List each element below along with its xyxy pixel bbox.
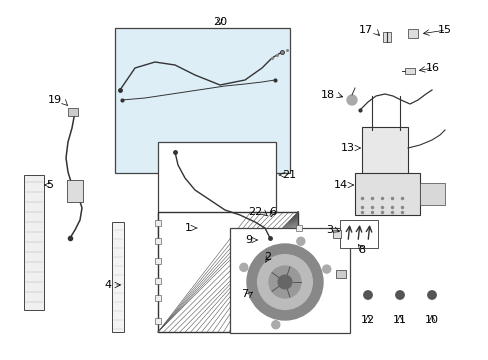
- Bar: [155, 278, 161, 284]
- Text: 2: 2: [264, 252, 271, 262]
- Text: 6: 6: [269, 207, 276, 217]
- Bar: [407, 29, 417, 38]
- Bar: [67, 180, 83, 202]
- Text: 9: 9: [244, 235, 251, 245]
- Text: 7: 7: [241, 289, 247, 299]
- Bar: [155, 318, 161, 324]
- Circle shape: [363, 291, 371, 299]
- Text: 11: 11: [392, 315, 406, 325]
- Bar: [419, 183, 444, 205]
- Bar: [361, 127, 407, 185]
- Circle shape: [427, 291, 435, 299]
- Circle shape: [271, 321, 279, 329]
- Bar: [382, 32, 390, 42]
- Text: 4: 4: [104, 280, 112, 290]
- Bar: [404, 68, 414, 74]
- Text: 22: 22: [247, 207, 262, 217]
- Circle shape: [296, 237, 304, 245]
- Text: 17: 17: [358, 25, 372, 35]
- Bar: [24, 175, 44, 310]
- Text: 15: 15: [437, 25, 451, 35]
- Text: 21: 21: [282, 170, 296, 180]
- Bar: [155, 238, 161, 244]
- Circle shape: [268, 266, 300, 298]
- Circle shape: [239, 264, 247, 271]
- Text: 14: 14: [333, 180, 347, 190]
- Text: 13: 13: [340, 143, 354, 153]
- Bar: [332, 230, 340, 238]
- Bar: [229, 228, 349, 333]
- Text: 8: 8: [358, 245, 365, 255]
- Text: 16: 16: [425, 63, 439, 73]
- Circle shape: [257, 255, 312, 309]
- Bar: [155, 295, 161, 301]
- Text: 20: 20: [212, 17, 226, 27]
- Circle shape: [395, 291, 404, 299]
- Text: 3: 3: [325, 225, 332, 235]
- Circle shape: [278, 275, 291, 289]
- Text: 10: 10: [424, 315, 438, 325]
- Bar: [335, 270, 346, 278]
- Bar: [295, 255, 302, 261]
- Bar: [112, 222, 124, 332]
- Text: 5: 5: [46, 180, 53, 190]
- Bar: [158, 142, 275, 242]
- Circle shape: [322, 265, 330, 273]
- Text: 19: 19: [48, 95, 62, 105]
- Bar: [155, 258, 161, 264]
- Bar: [68, 108, 78, 116]
- Text: 12: 12: [360, 315, 374, 325]
- Bar: [354, 173, 419, 215]
- Circle shape: [246, 244, 323, 320]
- Bar: [158, 212, 297, 332]
- Text: 1: 1: [184, 223, 192, 233]
- Bar: [155, 220, 161, 226]
- Bar: [295, 225, 302, 231]
- Circle shape: [346, 95, 356, 105]
- Bar: [339, 220, 377, 248]
- Text: 18: 18: [320, 90, 334, 100]
- Bar: [115, 28, 289, 173]
- Bar: [295, 295, 302, 301]
